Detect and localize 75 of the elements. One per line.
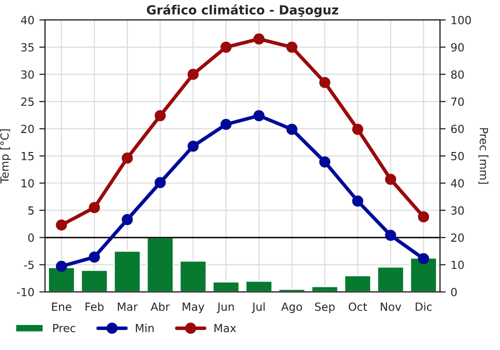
point [352,124,364,135]
bar [179,260,207,292]
x-tick-label: Feb [86,302,104,311]
y2-tick-label: 80 [451,70,464,79]
y-tick-label: 40 [20,16,34,24]
point [188,68,199,80]
y-tick-label: -5 [24,260,34,270]
y2-tick-label: 90 [451,43,464,52]
point [385,230,396,241]
point [253,110,265,122]
y2-tick-label: 100 [452,16,471,24]
y2-tick-label: 10 [452,260,464,270]
point [88,202,100,214]
bar [80,269,108,292]
y2-tick-label: 30 [451,206,464,215]
y2-tick-label: 0 [451,288,457,296]
y-tick-label: 15 [22,152,34,160]
point [122,214,133,226]
x-tick-label: Jun [216,302,234,313]
y-tick-label: 5 [28,206,34,215]
x-tick-label: Dic [416,302,432,311]
bar [212,281,240,292]
bar [113,250,142,292]
point [88,252,100,263]
bar [146,236,174,292]
x-tick-label: Jul [252,302,265,313]
point [188,140,199,152]
y-tick-label: 10 [22,179,34,188]
point [253,33,265,45]
y-tick-label: 25 [21,98,34,106]
x-tick-label: Ene [52,302,72,311]
x-tick-label: Mar [118,302,138,311]
y-tick-label: 20 [21,124,34,134]
x-tick-label: Sep [315,302,335,314]
bar [245,280,273,292]
legend-label: Min [136,324,154,332]
legend-label: Prec [53,324,76,332]
point [154,177,166,188]
point [319,76,330,88]
point [352,196,364,207]
y2-tick-label: 60 [451,124,464,134]
point [220,118,232,130]
bar [410,257,438,292]
y2-tick-label: 20 [451,233,464,242]
point [385,174,396,185]
bar [310,286,339,292]
point [220,42,232,53]
point [418,253,430,264]
bar [376,266,404,292]
y2-tick-label: 50 [451,152,464,160]
y-axis-title: Temp [°C] [0,129,11,184]
point [286,124,298,135]
x-tick-label: Ago [281,302,302,314]
legend-label: Max [214,324,236,332]
point [286,42,298,53]
y-tick-label: 35 [21,43,34,52]
chart-title: Gráfico climático - Daşoguz [146,4,338,18]
point [56,219,68,231]
y2-axis-title: Prec [mm] [478,128,488,184]
bar [48,266,76,292]
y-tick-label: 0 [28,233,34,242]
point [319,156,330,168]
y2-tick-label: 40 [450,179,464,188]
point [56,260,68,272]
point [122,152,133,164]
x-tick-label: Abr [150,302,170,311]
x-tick-label: Nov [380,302,402,311]
x-tick-label: Oct [348,302,368,311]
y-tick-label: 30 [21,70,34,79]
x-tick-label: May [182,302,204,314]
bar [344,274,372,292]
point [154,110,166,122]
y2-tick-label: 70 [451,98,464,106]
point [418,211,430,222]
y-tick-label: -10 [16,288,34,296]
